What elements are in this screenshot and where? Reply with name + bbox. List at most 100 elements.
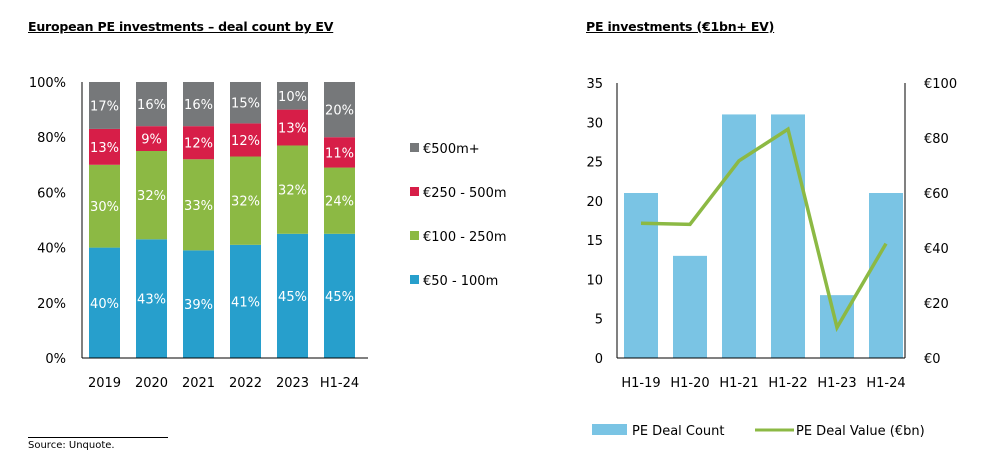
bar — [673, 255, 707, 358]
x-tick-label: 2020 — [135, 376, 168, 391]
x-tick-label: H1-24 — [320, 376, 359, 391]
bar-segment — [277, 82, 308, 110]
data-label: 13% — [90, 141, 119, 156]
legend-swatch — [410, 143, 419, 152]
right-y-tick-label: €80 — [924, 132, 949, 147]
x-tick-label: H1-21 — [719, 376, 758, 391]
bar-segment — [89, 247, 120, 358]
bar-segment — [136, 82, 167, 127]
data-label: 16% — [137, 98, 166, 113]
left-y-tick-label: 30 — [586, 116, 603, 131]
data-label: 12% — [184, 137, 213, 152]
bar-segment — [324, 82, 355, 138]
right-y-tick-label: €60 — [924, 187, 949, 202]
data-label: 11% — [325, 146, 354, 161]
bar-segment — [183, 250, 214, 358]
legend-swatch — [410, 187, 419, 196]
legend-swatch-deal-count — [592, 424, 627, 435]
right-y-tick-label: €20 — [924, 297, 949, 312]
data-label: 39% — [184, 298, 213, 313]
x-tick-label: 2023 — [276, 376, 309, 391]
legend-label: €50 - 100m — [423, 274, 498, 289]
data-label: 30% — [90, 200, 119, 215]
data-label: 17% — [90, 99, 119, 114]
y-tick-label: 20% — [37, 297, 66, 312]
x-tick-label: 2019 — [88, 376, 121, 391]
bar-segment — [136, 239, 167, 358]
bar — [869, 193, 903, 358]
bar-segment — [324, 233, 355, 358]
bar — [624, 193, 658, 358]
left-y-tick-label: 5 — [595, 313, 603, 328]
y-tick-label: 40% — [37, 242, 66, 257]
data-label: 12% — [231, 134, 260, 149]
legend-label: PE Deal Count — [632, 424, 725, 439]
chart-2-title: PE investments (€1bn+ EV) — [586, 19, 775, 34]
bar-segment — [136, 151, 167, 240]
legend-swatch — [410, 275, 419, 284]
x-tick-label: H1-20 — [670, 376, 709, 391]
bar-segment — [230, 156, 261, 245]
data-label: 32% — [137, 189, 166, 204]
bar — [722, 114, 756, 358]
source-divider — [28, 437, 168, 438]
bar-segment — [183, 82, 214, 127]
bar-segment — [230, 244, 261, 358]
x-tick-label: H1-24 — [866, 376, 905, 391]
data-label: 9% — [141, 133, 162, 148]
x-tick-label: H1-23 — [817, 376, 856, 391]
x-tick-label: 2022 — [229, 376, 262, 391]
y-tick-label: 0% — [45, 352, 66, 367]
bar — [771, 114, 805, 358]
data-label: 10% — [278, 90, 307, 105]
legend-label: €100 - 250m — [423, 230, 507, 245]
bar-segment — [230, 123, 261, 157]
y-tick-label: 60% — [37, 186, 66, 201]
bar-segment — [89, 82, 120, 129]
x-tick-label: H1-22 — [768, 376, 807, 391]
y-tick-label: 80% — [37, 131, 66, 146]
legend-label: €500m+ — [423, 142, 480, 157]
data-label: 33% — [184, 199, 213, 214]
bar-segment — [324, 167, 355, 234]
bar-segment — [277, 233, 308, 358]
left-y-tick-label: 0 — [595, 352, 603, 367]
x-tick-label: 2021 — [182, 376, 215, 391]
data-label: 40% — [90, 297, 119, 312]
x-tick-label: H1-19 — [621, 376, 660, 391]
data-label: 45% — [278, 290, 307, 305]
y-tick-label: 100% — [29, 76, 66, 91]
data-label: 15% — [231, 97, 260, 112]
bar-segment — [183, 126, 214, 160]
data-label: 32% — [231, 195, 260, 210]
data-label: 16% — [184, 98, 213, 113]
legend-swatch — [410, 231, 419, 240]
data-label: 41% — [231, 295, 260, 310]
data-label: 45% — [325, 290, 354, 305]
chart-1-title: European PE investments – deal count by … — [28, 19, 334, 34]
bar-segment — [89, 128, 120, 165]
bar-segment — [324, 137, 355, 168]
data-label: 13% — [278, 122, 307, 137]
deal-value-line — [640, 126, 888, 333]
legend-label: €250 - 500m — [423, 186, 507, 201]
bar-segment — [89, 164, 120, 248]
data-label: 24% — [325, 195, 354, 210]
legend-label: PE Deal Value (€bn) — [796, 424, 925, 439]
right-y-tick-label: €100 — [924, 77, 957, 92]
bar-segment — [230, 82, 261, 124]
bar-segment — [136, 126, 167, 151]
left-y-tick-label: 25 — [586, 156, 603, 171]
bar-segment — [277, 109, 308, 146]
source-note: Source: Unquote. — [28, 440, 115, 451]
left-y-tick-label: 35 — [586, 77, 603, 92]
left-y-tick-label: 15 — [586, 234, 603, 249]
bar-segment — [183, 159, 214, 251]
data-label: 20% — [325, 104, 354, 119]
right-y-tick-label: €40 — [924, 242, 949, 257]
bar-segment — [277, 145, 308, 234]
data-label: 32% — [278, 184, 307, 199]
data-label: 43% — [137, 293, 166, 308]
left-y-tick-label: 10 — [586, 273, 603, 288]
